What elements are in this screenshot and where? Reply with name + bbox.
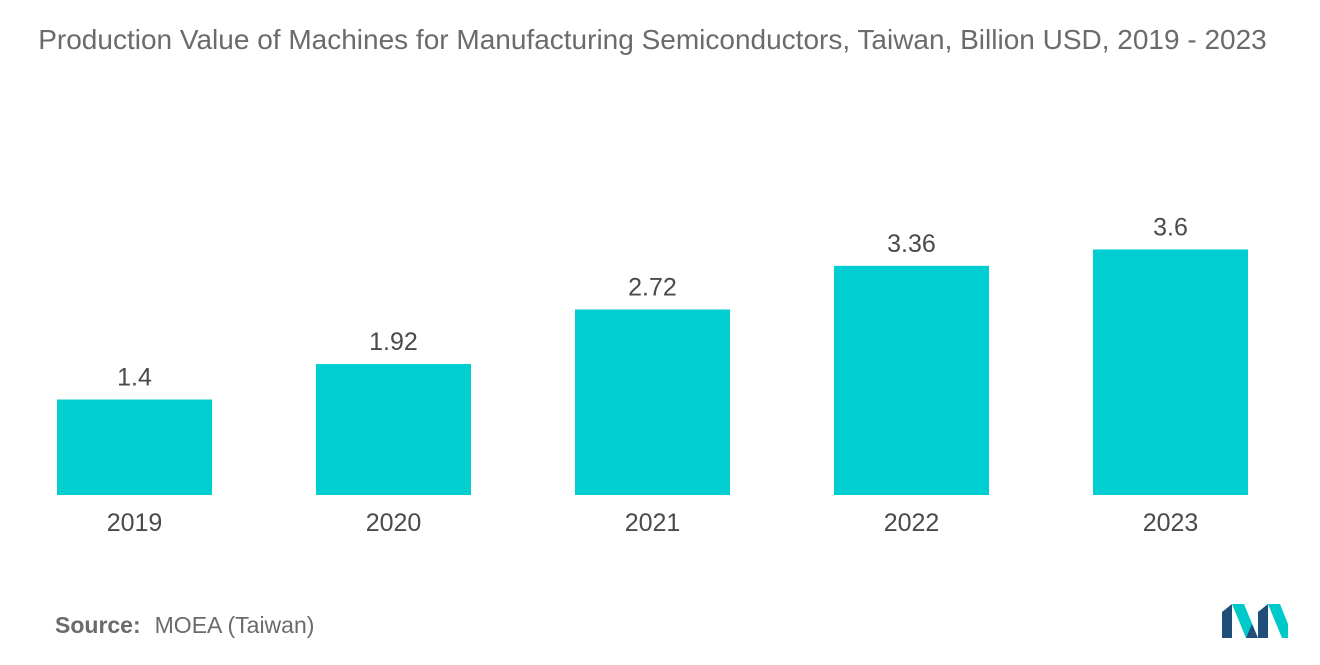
data-label-2020: 1.92 — [369, 328, 418, 356]
data-label-2022: 3.36 — [887, 230, 936, 258]
bar-2023 — [1093, 249, 1248, 495]
chart-title: Production Value of Machines for Manufac… — [38, 24, 1267, 55]
x-tick-label-2022: 2022 — [884, 509, 940, 537]
source-note: Source: MOEA (Taiwan) — [55, 612, 314, 639]
mordor-intelligence-logo-icon — [1222, 604, 1288, 638]
x-tick-label-2020: 2020 — [366, 509, 422, 537]
bar-2021 — [575, 309, 730, 495]
bar-chart: 1.4 2019 1.92 2020 2.72 2021 3.36 2022 3.6 2023 — [57, 213, 1248, 537]
source-text: MOEA (Taiwan) — [154, 612, 315, 638]
bar-2020 — [316, 364, 471, 495]
data-label-2023: 3.6 — [1153, 213, 1188, 241]
x-tick-label-2019: 2019 — [107, 509, 163, 537]
data-label-2019: 1.4 — [117, 364, 152, 392]
bar-2019 — [57, 399, 212, 495]
source-label: Source: — [55, 612, 141, 638]
bar-2022 — [834, 265, 989, 495]
x-tick-label-2023: 2023 — [1143, 509, 1199, 537]
data-label-2021: 2.72 — [628, 273, 677, 301]
x-tick-label-2021: 2021 — [625, 509, 681, 537]
